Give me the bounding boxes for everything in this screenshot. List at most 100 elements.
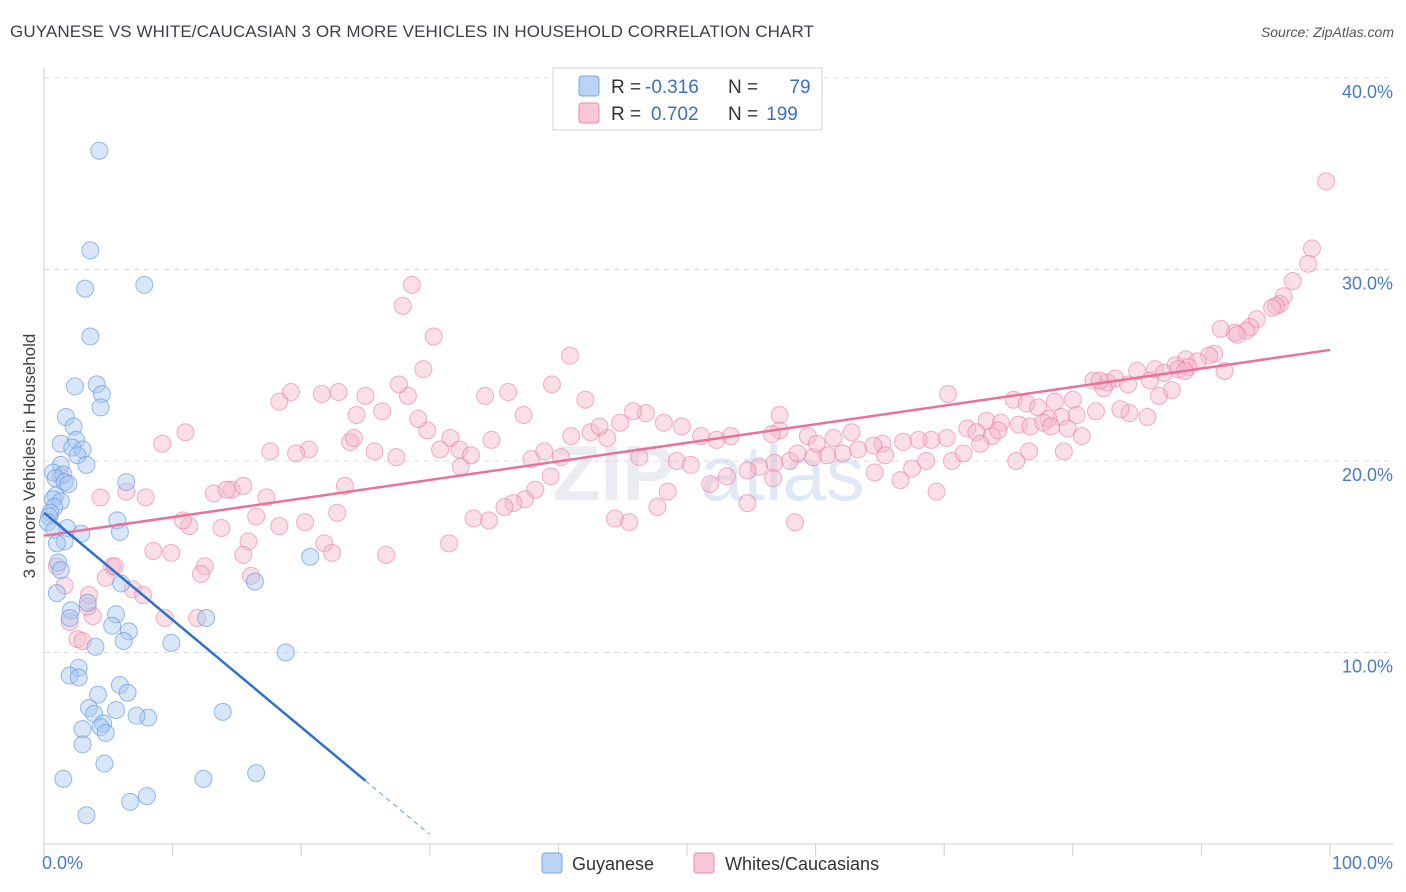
data-point-whites — [648, 497, 667, 516]
data-point-guyanese — [121, 792, 140, 811]
data-point-whites — [818, 446, 837, 465]
data-point-whites — [60, 612, 79, 631]
data-point-whites — [387, 448, 406, 467]
data-point-whites — [1247, 310, 1266, 329]
data-point-whites — [605, 509, 624, 528]
data-point-guyanese — [60, 666, 79, 685]
watermark: ZIP atlas — [553, 429, 865, 517]
data-point-whites — [717, 467, 736, 486]
data-point-whites — [1020, 442, 1039, 461]
data-point-guyanese — [62, 601, 81, 620]
y-tick-label: 40.0% — [1342, 82, 1393, 102]
data-point-whites — [515, 490, 534, 509]
data-point-whites — [1237, 321, 1256, 340]
data-point-whites — [270, 517, 289, 536]
data-point-guyanese — [87, 375, 106, 394]
data-point-whites — [762, 425, 781, 444]
data-point-whites — [1138, 407, 1157, 426]
data-point-guyanese — [91, 718, 110, 737]
data-point-whites — [865, 463, 884, 482]
data-point-whites — [894, 432, 913, 451]
data-point-whites — [541, 467, 560, 486]
data-point-whites — [191, 564, 210, 583]
data-point-whites — [414, 360, 433, 379]
data-point-whites — [83, 607, 102, 626]
data-point-whites — [153, 434, 172, 453]
data-point-guyanese — [107, 700, 126, 719]
data-point-guyanese — [60, 609, 79, 628]
data-point-guyanese — [114, 632, 133, 651]
data-point-guyanese — [139, 708, 158, 727]
data-point-whites — [1200, 346, 1219, 365]
data-point-whites — [581, 423, 600, 442]
data-point-guyanese — [44, 490, 63, 509]
data-point-whites — [1283, 271, 1302, 290]
data-point-guyanese — [80, 699, 99, 718]
data-point-whites — [328, 503, 347, 522]
data-point-whites — [824, 429, 843, 448]
data-point-whites — [804, 448, 823, 467]
data-point-whites — [176, 423, 195, 442]
data-point-guyanese — [81, 241, 100, 260]
legend-r-value-1: -0.316 — [645, 77, 699, 98]
data-point-whites — [971, 434, 990, 453]
data-point-whites — [222, 480, 241, 499]
x-tick-labels: 0.0% 100.0% — [42, 853, 1393, 873]
data-point-guyanese — [89, 685, 108, 704]
data-point-whites — [461, 446, 480, 465]
data-point-whites — [409, 409, 428, 428]
data-point-whites — [738, 461, 757, 480]
data-point-whites — [1111, 400, 1130, 419]
data-point-guyanese — [197, 609, 216, 628]
data-point-guyanese — [194, 769, 213, 788]
data-point-whites — [393, 296, 412, 315]
data-point-whites — [504, 494, 523, 513]
data-point-guyanese — [51, 561, 70, 580]
legend-swatch-whites — [578, 102, 600, 124]
data-point-whites — [162, 543, 181, 562]
data-point-whites — [1120, 404, 1139, 423]
x-tick-label: 100.0% — [1332, 853, 1393, 873]
data-point-whites — [620, 513, 639, 532]
trend-line-whites — [43, 348, 1331, 537]
data-point-whites — [431, 440, 450, 459]
y-tick-label: 10.0% — [1342, 657, 1393, 677]
data-point-whites — [239, 532, 258, 551]
data-point-whites — [922, 430, 941, 449]
data-point-whites — [234, 545, 253, 564]
data-point-whites — [312, 384, 331, 403]
data-point-whites — [560, 346, 579, 365]
data-point-whites — [261, 442, 280, 461]
data-point-guyanese — [127, 706, 146, 725]
data-point-whites — [499, 383, 518, 402]
x-tick-label: 0.0% — [42, 853, 83, 873]
data-point-guyanese — [118, 683, 137, 702]
data-point-whites — [402, 275, 421, 294]
data-point-whites — [514, 406, 533, 425]
data-point-guyanese — [77, 455, 96, 474]
data-point-whites — [849, 440, 868, 459]
series-whites-caucasians — [47, 172, 1336, 651]
chart-title: GUYANESE VS WHITE/CAUCASIAN 3 OR MORE VE… — [10, 22, 815, 41]
data-point-whites — [482, 430, 501, 449]
data-point-whites — [989, 421, 1008, 440]
data-point-whites — [1041, 417, 1060, 436]
data-point-whites — [939, 384, 958, 403]
data-point-whites — [798, 427, 817, 446]
data-point-whites — [873, 434, 892, 453]
data-point-whites — [1067, 406, 1086, 425]
data-point-whites — [495, 497, 514, 516]
data-point-guyanese — [110, 676, 129, 695]
data-point-whites — [389, 375, 408, 394]
data-point-whites — [807, 434, 826, 453]
trend-lines — [43, 348, 1331, 835]
data-point-whites — [958, 419, 977, 438]
data-point-whites — [780, 452, 799, 470]
data-point-whites — [296, 513, 315, 532]
data-point-whites — [891, 471, 910, 490]
data-point-guyanese — [276, 643, 295, 662]
data-point-whites — [234, 476, 253, 495]
data-point-whites — [770, 406, 789, 425]
data-point-whites — [1054, 442, 1073, 461]
